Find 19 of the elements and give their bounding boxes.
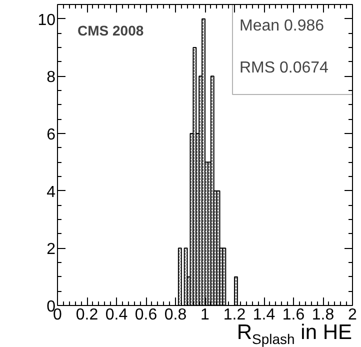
x-tick-label: 1.6 — [282, 306, 305, 324]
x-tick-label: 1.2 — [223, 306, 246, 324]
x-axis-title: R$_{Splash}$ in HE — [236, 321, 352, 347]
x-tick-label: 1 — [200, 306, 210, 324]
annotation: CMS 2008 — [78, 22, 144, 38]
y-tick-label: 2 — [46, 241, 56, 258]
annotation: Mean 0.986 — [240, 18, 324, 34]
x-tick-label: 2 — [348, 306, 358, 324]
x-tick-label: 0.6 — [134, 306, 158, 324]
y-tick-label: 6 — [46, 126, 56, 144]
y-tick-label: 10 — [38, 12, 56, 29]
y-tick-label: 4 — [46, 184, 56, 201]
annotation: RMS 0.0674 — [240, 60, 329, 76]
y-tick-label: 8 — [46, 69, 56, 86]
x-tick-label: 1.4 — [252, 306, 276, 324]
x-tick-label: 0.8 — [164, 306, 187, 324]
x-tick-label: 0.2 — [76, 306, 98, 324]
x-tick-label: 1.8 — [312, 306, 334, 324]
x-tick-label: 0.4 — [105, 306, 128, 324]
